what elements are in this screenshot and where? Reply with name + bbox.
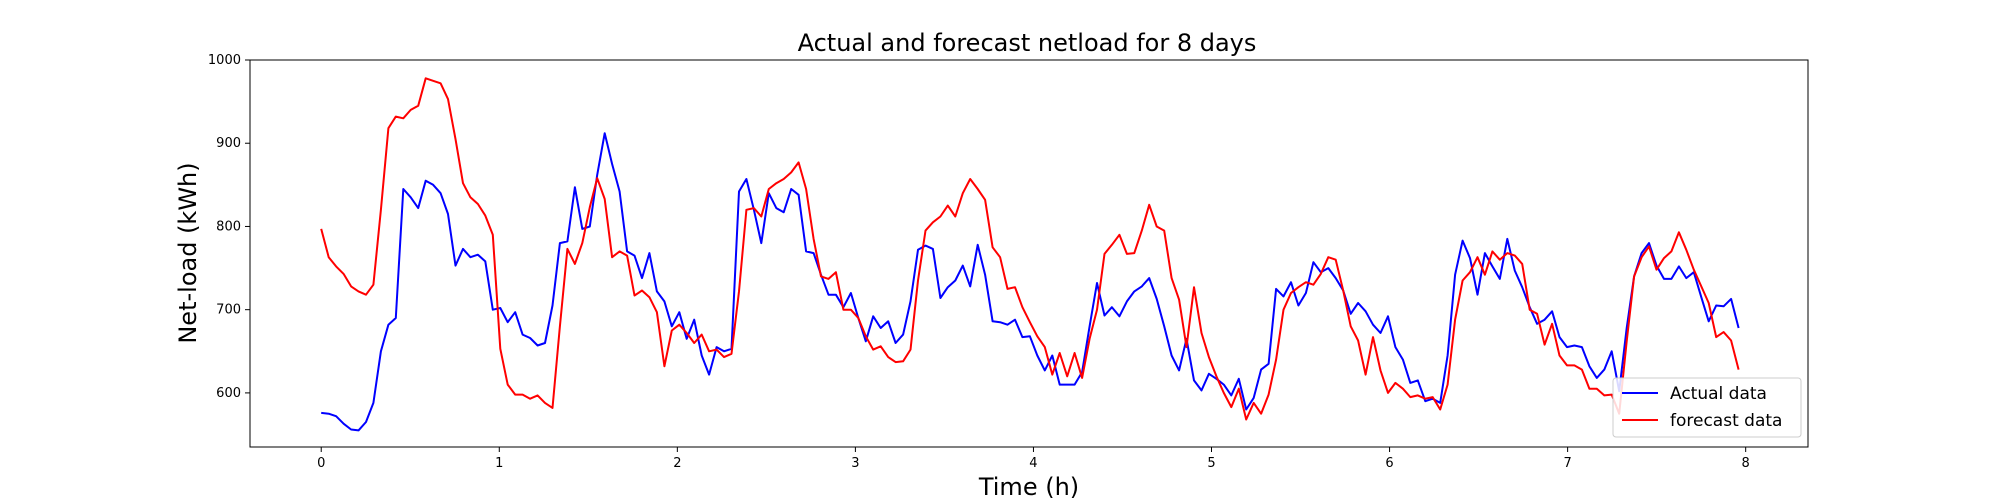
x-tick-label: 2 bbox=[673, 456, 681, 471]
legend-box bbox=[1612, 377, 1802, 438]
x-tick-label: 1 bbox=[495, 456, 503, 471]
x-tick-label: 4 bbox=[1029, 456, 1037, 471]
y-axis-label: Net-load (kWh) bbox=[174, 162, 202, 343]
x-tick-label: 0 bbox=[317, 456, 325, 471]
y-tick-label: 900 bbox=[216, 136, 241, 151]
chart-title: Actual and forecast netload for 8 days bbox=[798, 29, 1257, 57]
y-tick-label: 600 bbox=[216, 386, 241, 401]
x-tick-label: 8 bbox=[1742, 456, 1750, 471]
y-axis: 600 700 800 900 1000 bbox=[208, 53, 250, 401]
y-tick-label: 700 bbox=[216, 303, 241, 318]
x-tick-label: 3 bbox=[851, 456, 859, 471]
x-tick-label: 5 bbox=[1207, 456, 1215, 471]
series-line-forecast-data bbox=[320, 77, 1740, 421]
x-axis: 0 1 2 3 4 5 6 7 8 bbox=[317, 447, 1750, 471]
legend-label-forecast: forecast data bbox=[1670, 411, 1782, 431]
series-line-actual-data bbox=[321, 132, 1740, 432]
series-layer bbox=[320, 77, 1740, 432]
y-tick-label: 800 bbox=[216, 219, 241, 234]
plot-area bbox=[249, 59, 1809, 448]
x-axis-label: Time (h) bbox=[978, 473, 1079, 500]
x-tick-label: 7 bbox=[1563, 456, 1571, 471]
legend-label-actual: Actual data bbox=[1670, 384, 1767, 404]
x-tick-label: 6 bbox=[1385, 456, 1393, 471]
y-tick-label: 1000 bbox=[208, 53, 241, 68]
legend: Actual data forecast data bbox=[1612, 377, 1802, 438]
